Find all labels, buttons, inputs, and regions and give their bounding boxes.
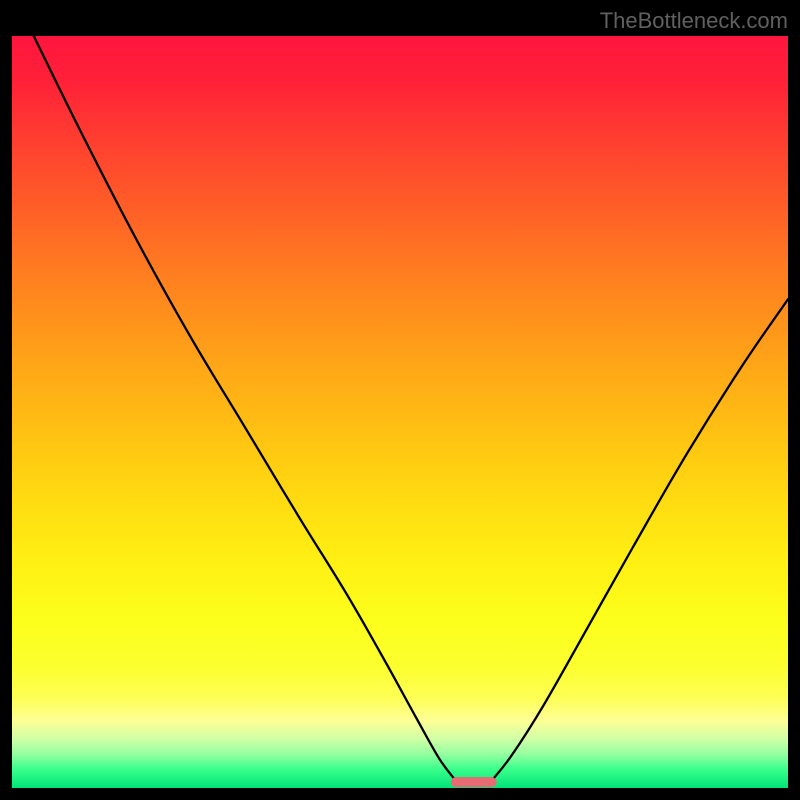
- chart-plot-area: [12, 36, 788, 788]
- bottleneck-curve: [12, 36, 788, 788]
- watermark-text: TheBottleneck.com: [600, 8, 788, 34]
- valley-marker: [450, 777, 497, 787]
